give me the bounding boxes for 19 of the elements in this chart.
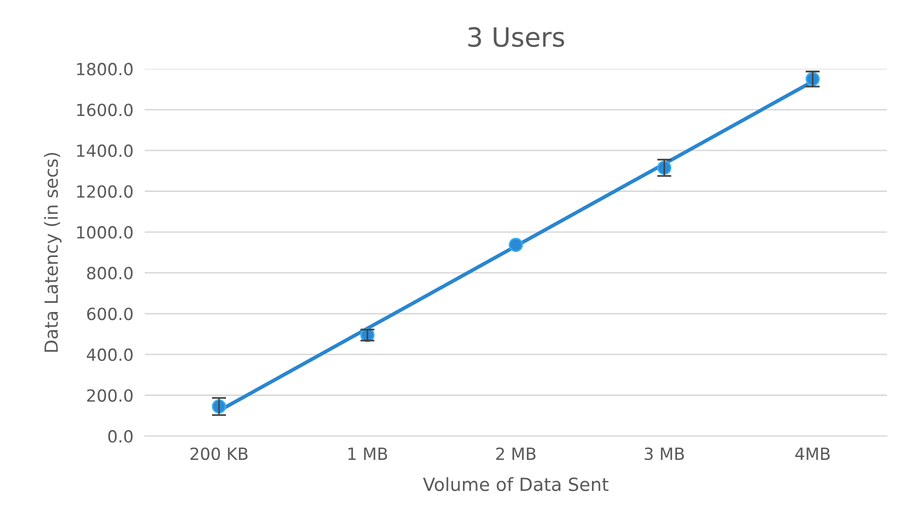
y-tick-label: 1400.0 (77, 144, 133, 158)
chart-title: 3 Users (468, 27, 564, 48)
x-axis-title: Volume of Data Sent (423, 477, 608, 492)
y-tick-label: 1000.0 (77, 226, 133, 239)
y-tick-label: 200.0 (87, 389, 133, 402)
x-tick-label: 2 MB (496, 447, 536, 460)
y-tick-label: 400.0 (86, 348, 133, 362)
x-tick-label: 200 KB (190, 447, 248, 460)
point (508, 238, 523, 252)
x-tick-label: 3 MB (644, 447, 684, 460)
x-tick-label: 1 MB (348, 448, 388, 460)
y-axis-title: Data Latency (in secs) (44, 152, 62, 352)
y-tick-label: 1600.0 (77, 104, 133, 116)
y-tick-label: 600.0 (87, 308, 133, 320)
x-tick-label: 4MB (795, 448, 830, 460)
y-tick-label: 800.0 (87, 266, 133, 280)
y-tick-label: 1800.0 (77, 62, 133, 76)
y-tick-label: 1200.0 (77, 185, 133, 198)
y-tick-label: 0.0 (108, 430, 133, 443)
